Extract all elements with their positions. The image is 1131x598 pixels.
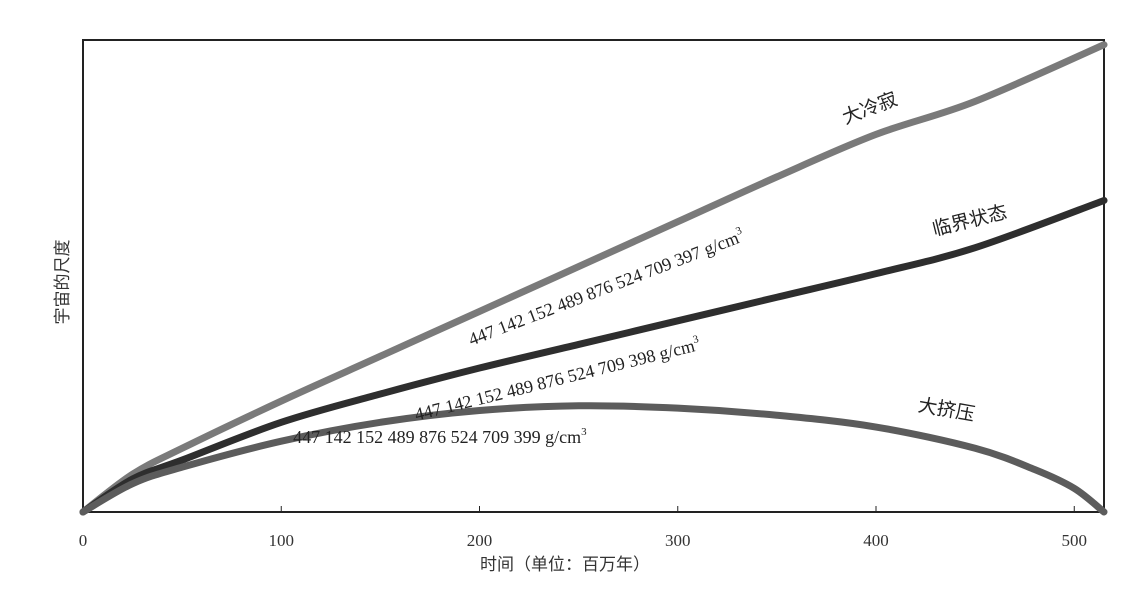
x-tick-label: 500 — [1062, 531, 1088, 550]
series-name-label: 大挤压 — [916, 394, 976, 426]
series-density-label: 447 142 152 489 876 524 709 399 g/cm3 — [293, 426, 587, 447]
x-tick-label: 0 — [79, 531, 88, 550]
series-name-label: 临界状态 — [930, 201, 1009, 241]
series-line — [79, 41, 1108, 516]
x-tick-label: 300 — [665, 531, 691, 550]
curves-layer — [79, 41, 1108, 516]
series-density-label: 447 142 152 489 876 524 709 397 g/cm3 — [465, 224, 747, 349]
series-line — [79, 196, 1108, 516]
x-tick-label: 400 — [863, 531, 889, 550]
series-name-label: 大冷寂 — [839, 88, 900, 129]
series-line — [79, 402, 1108, 516]
axes-layer: 0 100 200 300 400 500 — [79, 39, 1105, 550]
plot-frame — [82, 39, 1105, 513]
x-tick-label: 200 — [467, 531, 493, 550]
x-axis-title: 时间（单位：百万年） — [480, 555, 650, 575]
labels-layer: 时间（单位：百万年） 宇宙的尺度 大冷寂 447 142 152 489 876 … — [53, 88, 1009, 575]
y-axis-title: 宇宙的尺度 — [53, 240, 73, 325]
x-tick-label: 100 — [269, 531, 295, 550]
